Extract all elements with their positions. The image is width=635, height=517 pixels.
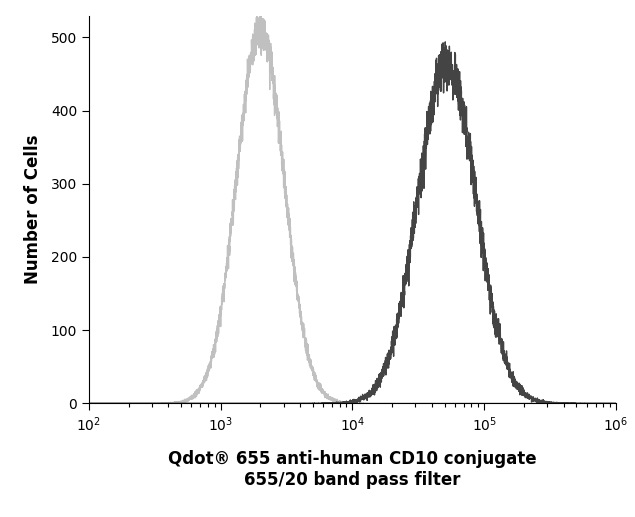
Y-axis label: Number of Cells: Number of Cells xyxy=(24,134,43,284)
X-axis label: Qdot® 655 anti-human CD10 conjugate
655/20 band pass filter: Qdot® 655 anti-human CD10 conjugate 655/… xyxy=(168,450,537,489)
